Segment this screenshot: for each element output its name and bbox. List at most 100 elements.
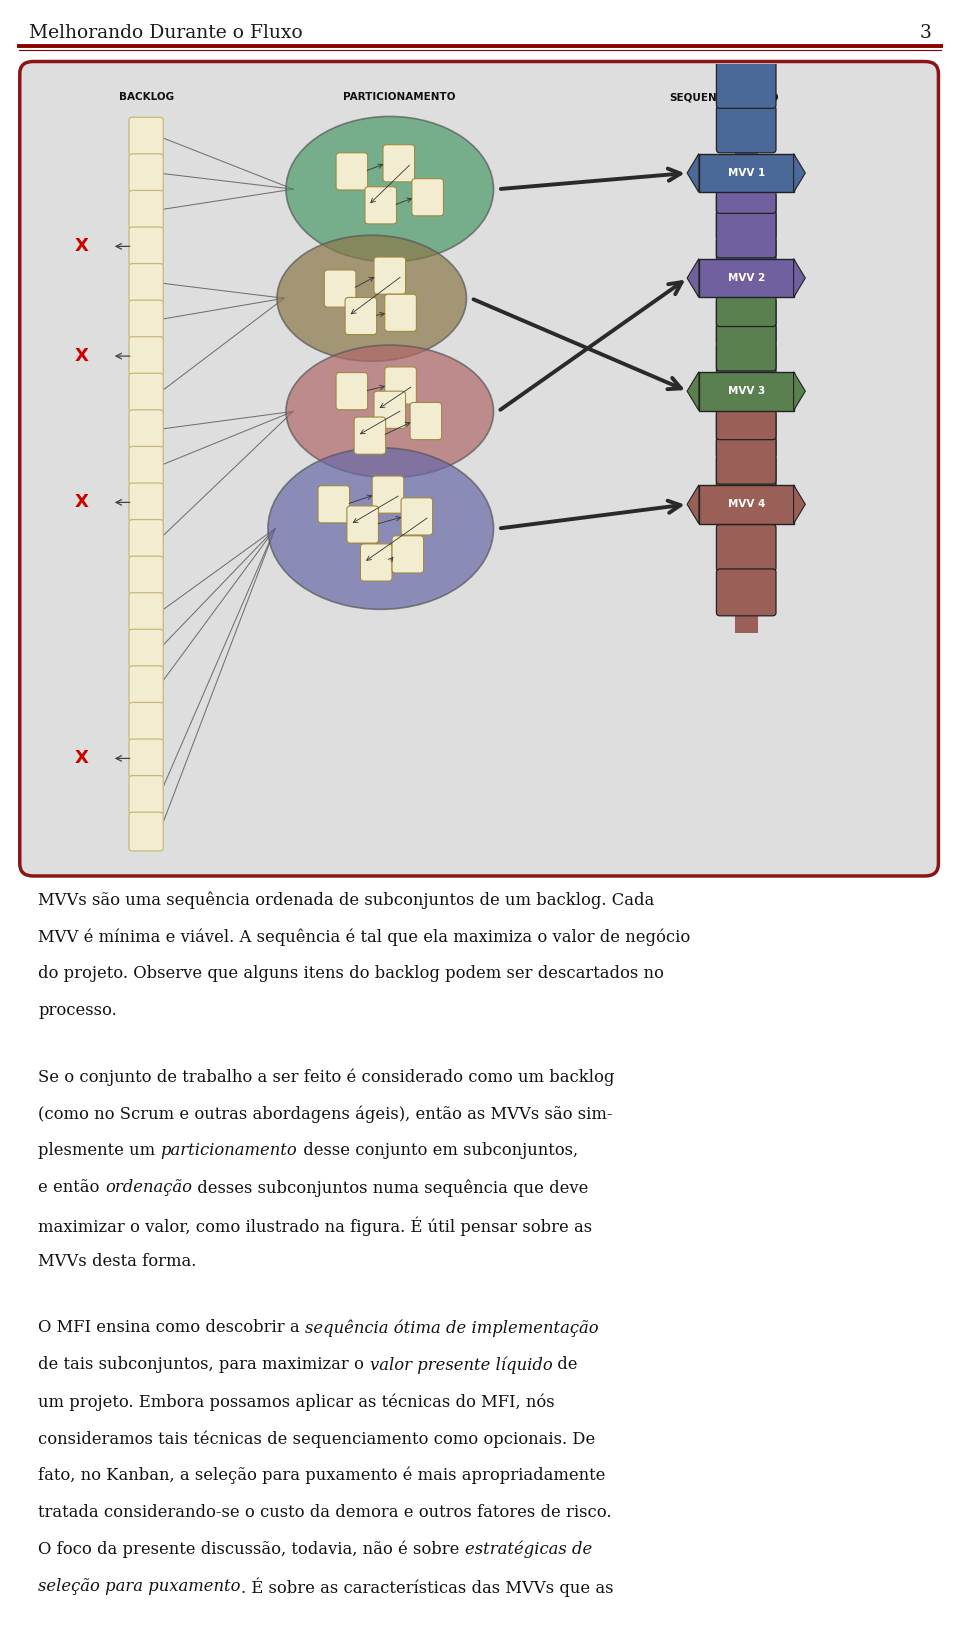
Text: e então: e então <box>38 1180 105 1196</box>
FancyBboxPatch shape <box>129 374 163 411</box>
Text: BACKLOG: BACKLOG <box>118 92 174 102</box>
FancyBboxPatch shape <box>699 485 794 524</box>
FancyBboxPatch shape <box>716 193 776 239</box>
FancyBboxPatch shape <box>699 154 794 192</box>
Text: tratada considerando-se o custo da demora e outros fatores de risco.: tratada considerando-se o custo da demor… <box>38 1505 612 1521</box>
FancyBboxPatch shape <box>129 629 163 669</box>
Text: MVV 4: MVV 4 <box>728 500 765 510</box>
Text: X: X <box>74 238 88 256</box>
FancyBboxPatch shape <box>716 393 776 439</box>
FancyBboxPatch shape <box>716 438 776 484</box>
Text: . É sobre as características das MVVs que as: . É sobre as características das MVVs qu… <box>241 1578 613 1596</box>
FancyBboxPatch shape <box>385 367 417 405</box>
Text: SEQUENCIAMENTO: SEQUENCIAMENTO <box>669 92 779 102</box>
FancyBboxPatch shape <box>129 739 163 779</box>
Text: 3: 3 <box>920 25 931 41</box>
Polygon shape <box>687 485 699 524</box>
FancyBboxPatch shape <box>129 118 163 156</box>
FancyBboxPatch shape <box>365 187 396 225</box>
Text: plesmente um: plesmente um <box>38 1142 160 1159</box>
Text: estratégicas de: estratégicas de <box>465 1541 592 1559</box>
FancyBboxPatch shape <box>716 298 776 346</box>
Text: O MFI ensina como descobrir a: O MFI ensina como descobrir a <box>38 1319 305 1336</box>
FancyBboxPatch shape <box>716 456 776 503</box>
FancyBboxPatch shape <box>699 372 794 410</box>
FancyBboxPatch shape <box>336 372 368 410</box>
FancyBboxPatch shape <box>716 238 776 285</box>
FancyBboxPatch shape <box>129 446 163 485</box>
Text: de tais subconjuntos, para maximizar o: de tais subconjuntos, para maximizar o <box>38 1357 370 1373</box>
Ellipse shape <box>286 346 493 477</box>
FancyBboxPatch shape <box>129 484 163 521</box>
FancyBboxPatch shape <box>20 62 939 875</box>
Text: do projeto. Observe que alguns itens do backlog podem ser descartados no: do projeto. Observe que alguns itens do … <box>38 965 664 982</box>
FancyBboxPatch shape <box>324 270 356 306</box>
FancyBboxPatch shape <box>716 62 776 108</box>
FancyBboxPatch shape <box>129 410 163 449</box>
FancyBboxPatch shape <box>129 264 163 302</box>
Text: MVV 1: MVV 1 <box>728 169 765 179</box>
FancyBboxPatch shape <box>699 259 794 297</box>
Text: Se o conjunto de trabalho a ser feito é considerado como um backlog: Se o conjunto de trabalho a ser feito é … <box>38 1069 614 1087</box>
FancyBboxPatch shape <box>392 536 423 574</box>
Bar <box>734 375 757 633</box>
Text: de: de <box>552 1357 578 1373</box>
Text: X: X <box>74 493 88 511</box>
FancyBboxPatch shape <box>716 211 776 257</box>
Text: seleção para puxamento: seleção para puxamento <box>38 1578 241 1595</box>
FancyBboxPatch shape <box>129 190 163 229</box>
FancyBboxPatch shape <box>374 257 405 295</box>
FancyBboxPatch shape <box>716 167 776 213</box>
FancyBboxPatch shape <box>129 336 163 375</box>
FancyBboxPatch shape <box>372 475 404 513</box>
FancyBboxPatch shape <box>716 325 776 370</box>
FancyBboxPatch shape <box>716 524 776 572</box>
Polygon shape <box>687 259 699 297</box>
FancyBboxPatch shape <box>716 280 776 326</box>
FancyBboxPatch shape <box>383 144 415 182</box>
FancyBboxPatch shape <box>129 300 163 339</box>
FancyBboxPatch shape <box>336 152 368 190</box>
Text: MVVs desta forma.: MVVs desta forma. <box>38 1254 197 1270</box>
Polygon shape <box>687 372 699 410</box>
FancyBboxPatch shape <box>716 411 776 459</box>
Polygon shape <box>794 485 805 524</box>
FancyBboxPatch shape <box>129 593 163 631</box>
FancyBboxPatch shape <box>401 498 433 534</box>
Text: X: X <box>74 347 88 365</box>
FancyBboxPatch shape <box>129 154 163 193</box>
Bar <box>734 149 757 406</box>
Text: particionamento: particionamento <box>160 1142 298 1159</box>
Text: MVV 3: MVV 3 <box>728 387 765 397</box>
Text: processo.: processo. <box>38 1003 117 1019</box>
FancyBboxPatch shape <box>345 297 376 334</box>
FancyBboxPatch shape <box>410 403 442 439</box>
Text: O foco da presente discussão, todavia, não é sobre: O foco da presente discussão, todavia, n… <box>38 1541 465 1559</box>
FancyBboxPatch shape <box>716 107 776 152</box>
FancyBboxPatch shape <box>716 343 776 390</box>
Text: X: X <box>74 749 88 767</box>
FancyBboxPatch shape <box>716 569 776 616</box>
Text: MVV 2: MVV 2 <box>728 274 765 284</box>
Ellipse shape <box>286 116 493 262</box>
FancyBboxPatch shape <box>347 506 378 543</box>
Text: Melhorando Durante o Fluxo: Melhorando Durante o Fluxo <box>29 25 302 41</box>
Text: MVV é mínima e viável. A sequência é tal que ela maximiza o valor de negócio: MVV é mínima e viável. A sequência é tal… <box>38 928 690 946</box>
Text: desse conjunto em subconjuntos,: desse conjunto em subconjuntos, <box>298 1142 578 1159</box>
FancyBboxPatch shape <box>129 703 163 741</box>
Text: um projeto. Embora possamos aplicar as técnicas do MFI, nós: um projeto. Embora possamos aplicar as t… <box>38 1393 555 1411</box>
FancyBboxPatch shape <box>129 813 163 851</box>
FancyBboxPatch shape <box>129 226 163 266</box>
FancyBboxPatch shape <box>360 544 392 582</box>
Text: fato, no Kanban, a seleção para puxamento é mais apropriadamente: fato, no Kanban, a seleção para puxament… <box>38 1467 606 1485</box>
FancyBboxPatch shape <box>412 179 444 216</box>
Polygon shape <box>794 154 805 192</box>
Text: PARTICIONAMENTO: PARTICIONAMENTO <box>343 92 455 102</box>
Text: MVVs são uma sequência ordenada de subconjuntos de um backlog. Cada: MVVs são uma sequência ordenada de subco… <box>38 892 655 910</box>
FancyBboxPatch shape <box>374 392 405 428</box>
FancyBboxPatch shape <box>385 295 417 331</box>
Text: ordenação: ordenação <box>105 1180 192 1196</box>
Text: sequência ótima de implementação: sequência ótima de implementação <box>305 1319 599 1337</box>
FancyBboxPatch shape <box>129 556 163 595</box>
Text: consideramos tais técnicas de sequenciamento como opcionais. De: consideramos tais técnicas de sequenciam… <box>38 1429 595 1447</box>
